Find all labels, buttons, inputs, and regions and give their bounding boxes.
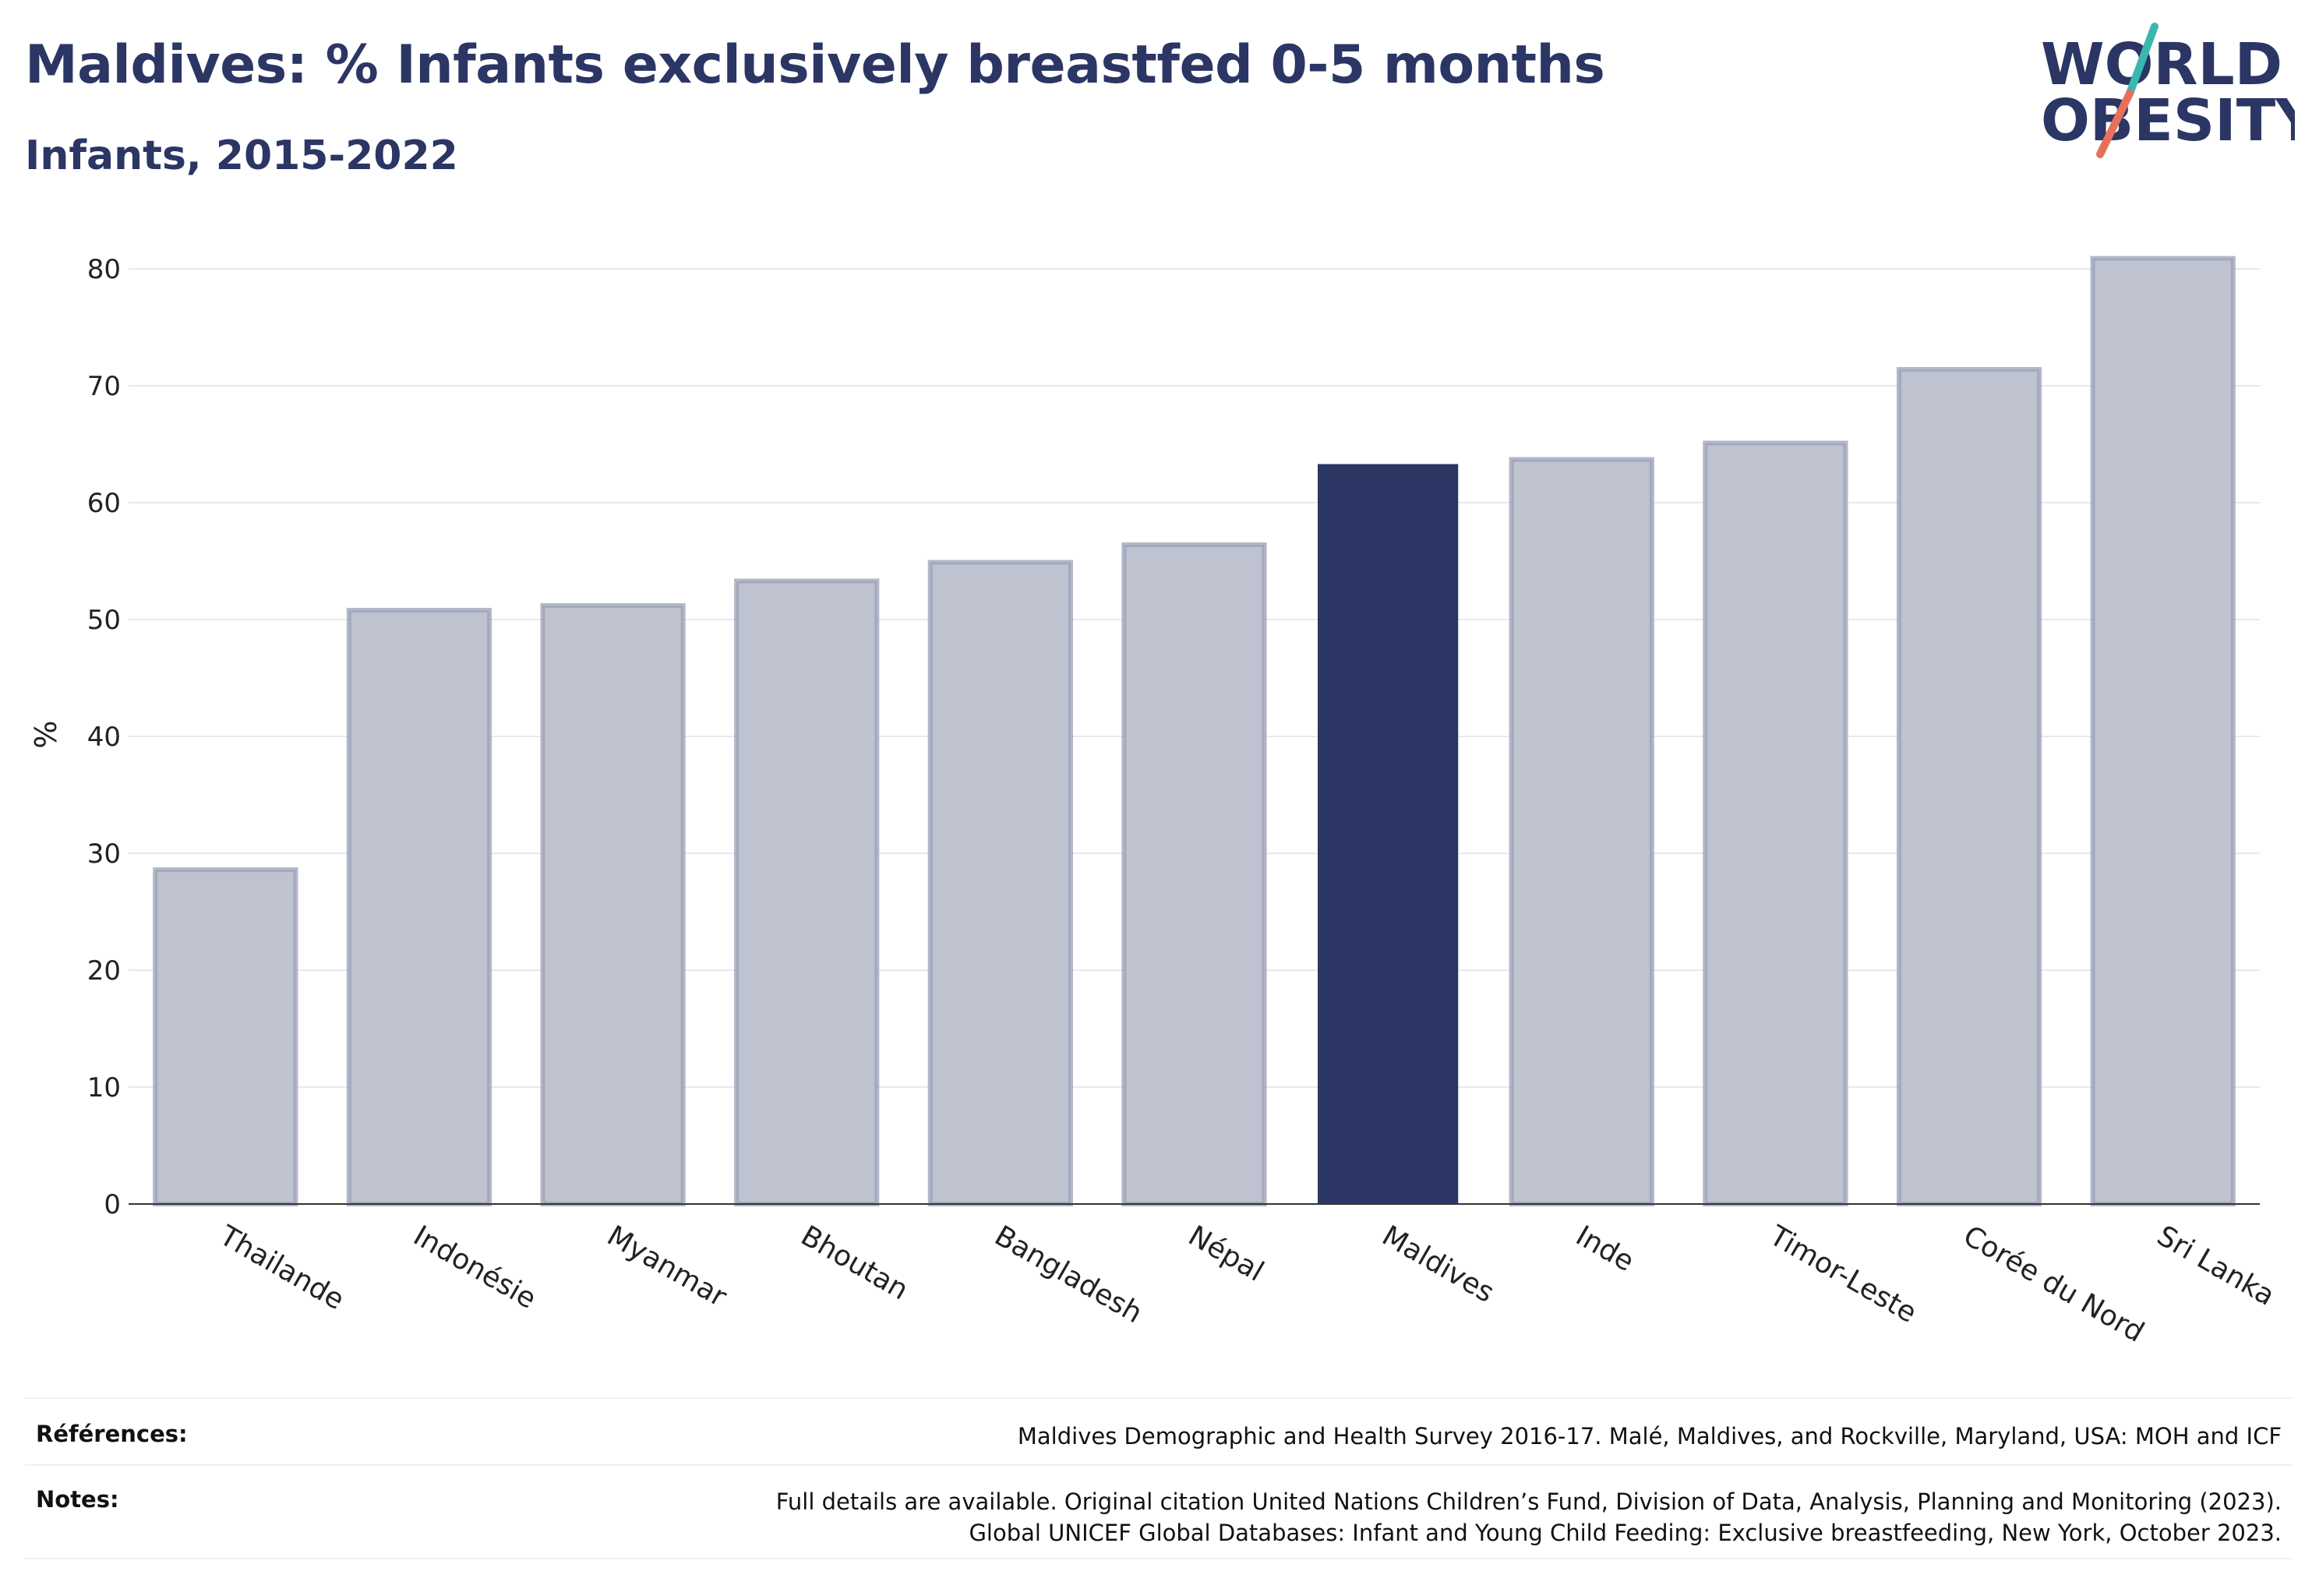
y-axis-ticks: 0 10 20 30 40 50 60 70 80 bbox=[87, 254, 121, 1220]
y-tick-label: 40 bbox=[87, 722, 121, 753]
y-tick-label: 20 bbox=[87, 955, 121, 987]
logo-slash-coral bbox=[2096, 90, 2134, 158]
x-tick-label: Bangladesh bbox=[989, 1220, 1147, 1329]
references-row: Références: Maldives Demographic and Hea… bbox=[25, 1397, 2293, 1464]
footer: Références: Maldives Demographic and Hea… bbox=[25, 1397, 2293, 1559]
world-obesity-logo: WORLD OBESITY bbox=[2038, 22, 2305, 162]
bar-cor-e-du-nord bbox=[1896, 367, 2042, 1206]
logo-word-obesity: OBESITY bbox=[2041, 87, 2295, 154]
y-axis-label: % bbox=[29, 720, 63, 748]
y-tick-label: 10 bbox=[87, 1072, 121, 1103]
x-tick-label: Sri Lanka bbox=[2151, 1220, 2280, 1312]
x-tick-label: Thailande bbox=[214, 1220, 349, 1316]
x-tick-label: Corée du Nord bbox=[1958, 1220, 2150, 1349]
bar-inde bbox=[1509, 457, 1654, 1206]
x-tick-label: Maldives bbox=[1377, 1220, 1499, 1309]
chart-title: Maldives: % Infants exclusively breastfe… bbox=[25, 34, 1605, 96]
references-text: Maldives Demographic and Health Survey 2… bbox=[1017, 1423, 2282, 1449]
y-tick-label: 0 bbox=[104, 1189, 121, 1220]
y-tick-label: 70 bbox=[87, 371, 121, 402]
x-tick-label: Népal bbox=[1183, 1220, 1269, 1288]
notes-label: Notes: bbox=[36, 1486, 119, 1513]
x-tick-label: Indonésie bbox=[408, 1220, 541, 1315]
x-tick-label: Myanmar bbox=[602, 1220, 732, 1313]
bar-bangladesh bbox=[927, 560, 1073, 1206]
bars bbox=[153, 256, 2236, 1206]
notes-text: Full details are available. Original cit… bbox=[776, 1486, 2282, 1548]
notes-row: Notes: Full details are available. Origi… bbox=[25, 1464, 2293, 1559]
bar-bhoutan bbox=[734, 578, 880, 1206]
notes-line-2: Global UNICEF Global Databases: Infant a… bbox=[969, 1520, 2282, 1546]
logo-word-world: WORLD bbox=[2041, 31, 2282, 98]
bar-chart: 0 10 20 30 40 50 60 70 80 Thailande Indonésie Myan… bbox=[29, 254, 2280, 1349]
bar-myanmar bbox=[540, 603, 686, 1206]
bar-indon-sie bbox=[346, 608, 492, 1206]
bar-thailande bbox=[153, 867, 298, 1206]
y-tick-label: 60 bbox=[87, 488, 121, 519]
bar-sri-lanka bbox=[2090, 256, 2236, 1206]
y-tick-label: 80 bbox=[87, 254, 121, 285]
bar-n-pal bbox=[1121, 542, 1267, 1206]
bar-timor-leste bbox=[1703, 440, 1848, 1206]
x-tick-label: Inde bbox=[1570, 1220, 1639, 1278]
notes-line-1: Full details are available. Original cit… bbox=[775, 1488, 2282, 1515]
x-tick-label: Timor-Leste bbox=[1763, 1220, 1922, 1329]
x-tick-label: Bhoutan bbox=[796, 1220, 914, 1306]
y-tick-label: 30 bbox=[87, 839, 121, 870]
chart-subtitle: Infants, 2015-2022 bbox=[25, 132, 458, 179]
logo-slash-teal bbox=[2126, 23, 2159, 97]
x-axis-ticks: Thailande Indonésie Myanmar Bhoutan Banglade… bbox=[214, 1220, 2280, 1349]
y-tick-label: 50 bbox=[87, 605, 121, 636]
references-label: Références: bbox=[36, 1421, 188, 1447]
bar-maldives bbox=[1318, 464, 1459, 1204]
